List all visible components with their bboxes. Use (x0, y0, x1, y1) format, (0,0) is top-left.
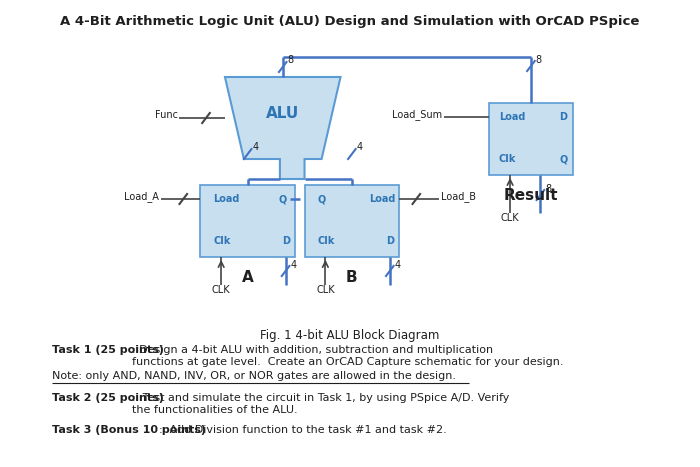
Text: Clk: Clk (498, 154, 516, 164)
Text: :  Add Division function to the task #1 and task #2.: : Add Division function to the task #1 a… (159, 425, 447, 435)
Text: Load_Sum: Load_Sum (392, 109, 442, 120)
Text: :  Test and simulate the circuit in Task 1, by using PSpice A/D. Verify
the func: : Test and simulate the circuit in Task … (132, 393, 510, 415)
FancyBboxPatch shape (489, 103, 573, 175)
Text: : Design a 4-bit ALU with addition, subtraction and multiplication
functions at : : Design a 4-bit ALU with addition, subt… (132, 345, 564, 367)
Text: A: A (241, 269, 253, 284)
Text: Q: Q (318, 194, 326, 204)
Text: D: D (386, 236, 394, 246)
Text: Load: Load (214, 194, 240, 204)
Text: 4: 4 (253, 142, 258, 152)
FancyBboxPatch shape (304, 185, 399, 257)
Text: Task 2 (25 points): Task 2 (25 points) (52, 393, 164, 403)
Text: 4: 4 (395, 260, 400, 270)
Text: Func: Func (155, 110, 178, 120)
Text: Clk: Clk (214, 236, 231, 246)
Text: Result: Result (504, 187, 558, 203)
FancyBboxPatch shape (200, 185, 295, 257)
Text: 8: 8 (288, 55, 293, 65)
Text: Load_A: Load_A (124, 191, 159, 202)
Text: D: D (559, 112, 568, 122)
Text: D: D (282, 236, 290, 246)
Text: Q: Q (278, 194, 286, 204)
Text: Clk: Clk (318, 236, 335, 246)
Text: 4: 4 (290, 260, 296, 270)
Text: CLK: CLK (316, 285, 335, 295)
Text: Task 1 (25 points): Task 1 (25 points) (52, 345, 164, 355)
Text: Fig. 1 4-bit ALU Block Diagram: Fig. 1 4-bit ALU Block Diagram (260, 329, 440, 342)
Text: 8: 8 (536, 55, 542, 65)
Text: Note: only AND, NAND, INV, OR, or NOR gates are allowed in the design.: Note: only AND, NAND, INV, OR, or NOR ga… (52, 371, 456, 381)
Text: CLK: CLK (212, 285, 230, 295)
Text: 4: 4 (356, 142, 363, 152)
Text: Task 3 (Bonus 10 points): Task 3 (Bonus 10 points) (52, 425, 206, 435)
Text: Load: Load (498, 112, 525, 122)
Text: CLK: CLK (500, 213, 519, 223)
Text: 8: 8 (545, 184, 552, 194)
Text: Load_B: Load_B (441, 191, 476, 202)
Text: B: B (346, 269, 358, 284)
Text: Load: Load (369, 194, 396, 204)
Text: Q: Q (559, 154, 568, 164)
Text: ALU: ALU (266, 106, 300, 120)
Text: A 4-Bit Arithmetic Logic Unit (ALU) Design and Simulation with OrCAD PSpice: A 4-Bit Arithmetic Logic Unit (ALU) Desi… (60, 15, 640, 28)
Polygon shape (225, 77, 340, 179)
